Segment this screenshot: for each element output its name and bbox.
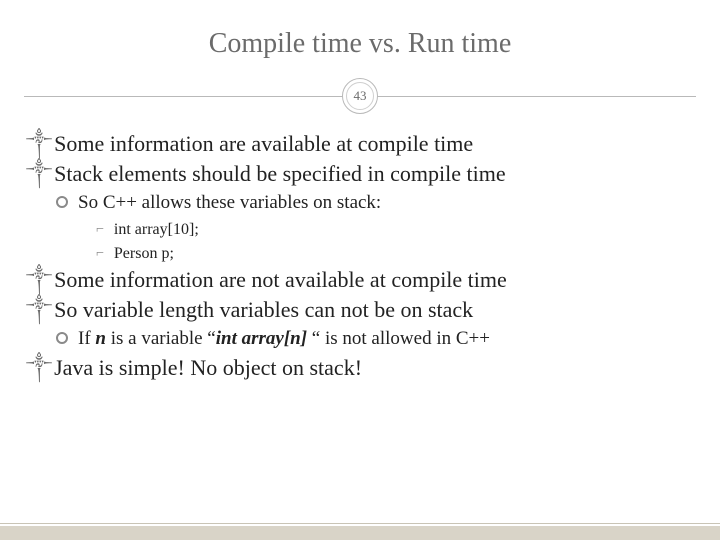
swirl-icon: ༒ bbox=[26, 160, 52, 187]
bullet-text: int array[10]; bbox=[114, 218, 199, 242]
angle-icon: ⌐ bbox=[96, 243, 104, 264]
bullet-text: So variable length variables can not be … bbox=[54, 296, 473, 324]
circle-icon bbox=[56, 332, 68, 344]
bullet-lvl3: ⌐ Person p; bbox=[96, 242, 694, 266]
slide-title: Compile time vs. Run time bbox=[24, 28, 696, 60]
bullet-lvl1: ༒ Java is simple! No object on stack! bbox=[26, 354, 694, 382]
swirl-icon: ༒ bbox=[26, 296, 52, 323]
angle-icon: ⌐ bbox=[96, 219, 104, 240]
bullet-text: So C++ allows these variables on stack: bbox=[78, 190, 381, 216]
bullet-lvl2: So C++ allows these variables on stack: bbox=[56, 190, 694, 216]
footer-bar bbox=[0, 526, 720, 540]
bullet-text: If n is a variable “int array[n] “ is no… bbox=[78, 326, 490, 352]
bullet-lvl1: ༒ Stack elements should be specified in … bbox=[26, 160, 694, 188]
swirl-icon: ༒ bbox=[26, 354, 52, 381]
bullet-text: Some information are available at compil… bbox=[54, 130, 473, 158]
bullet-text: Some information are not available at co… bbox=[54, 266, 507, 294]
page-number-badge: 43 bbox=[342, 78, 378, 114]
bullet-text: Person p; bbox=[114, 242, 174, 266]
page-number: 43 bbox=[346, 82, 374, 110]
swirl-icon: ༒ bbox=[26, 266, 52, 293]
bullet-lvl1: ༒ So variable length variables can not b… bbox=[26, 296, 694, 324]
bullet-lvl1: ༒ Some information are not available at … bbox=[26, 266, 694, 294]
bullet-lvl3: ⌐ int array[10]; bbox=[96, 218, 694, 242]
swirl-icon: ༒ bbox=[26, 130, 52, 157]
bullet-lvl1: ༒ Some information are available at comp… bbox=[26, 130, 694, 158]
title-divider: 43 bbox=[24, 76, 696, 116]
bullet-lvl2: If n is a variable “int array[n] “ is no… bbox=[56, 326, 694, 352]
bullet-text: Java is simple! No object on stack! bbox=[54, 354, 362, 382]
content-body: ༒ Some information are available at comp… bbox=[24, 130, 696, 382]
bullet-text: Stack elements should be specified in co… bbox=[54, 160, 506, 188]
slide: Compile time vs. Run time 43 ༒ Some info… bbox=[0, 0, 720, 540]
circle-icon bbox=[56, 196, 68, 208]
